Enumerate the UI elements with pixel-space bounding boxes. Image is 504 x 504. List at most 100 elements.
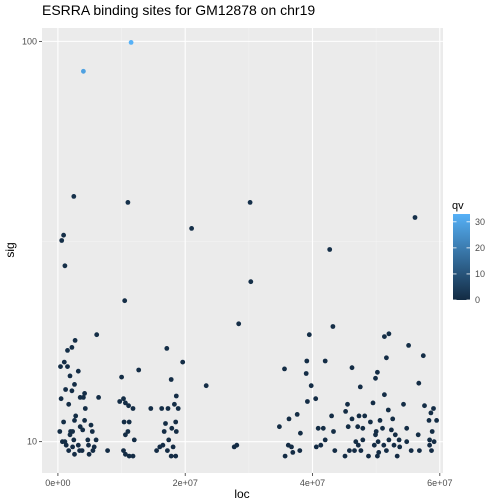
legend-title: qv xyxy=(452,200,464,212)
data-point xyxy=(96,395,101,400)
x-axis: 0e+00 2e+07 4e+07 6e+07 xyxy=(45,473,452,488)
data-point xyxy=(382,392,387,398)
data-point xyxy=(392,432,398,438)
data-point xyxy=(173,393,179,399)
data-point xyxy=(130,406,136,411)
data-point xyxy=(90,448,96,453)
data-point xyxy=(58,396,64,402)
data-point xyxy=(163,421,168,426)
data-point xyxy=(322,358,328,364)
data-point xyxy=(86,442,91,448)
data-point xyxy=(160,442,166,448)
data-point xyxy=(175,406,181,411)
data-point xyxy=(59,238,65,243)
data-point xyxy=(82,406,88,411)
data-point xyxy=(357,384,363,390)
data-point xyxy=(384,355,389,361)
data-point xyxy=(123,400,128,406)
data-point xyxy=(373,375,378,381)
data-point xyxy=(305,399,310,404)
data-point xyxy=(404,439,410,445)
data-point xyxy=(71,437,77,443)
x-axis-title: loc xyxy=(234,487,249,501)
data-point xyxy=(306,332,312,338)
data-point xyxy=(375,453,380,459)
data-point xyxy=(366,453,371,459)
data-point xyxy=(67,432,73,438)
data-point xyxy=(86,451,92,457)
data-point xyxy=(355,442,361,448)
data-point xyxy=(80,427,86,433)
data-point xyxy=(203,383,209,389)
data-point xyxy=(234,442,240,448)
data-point xyxy=(89,429,95,434)
data-point xyxy=(370,400,376,406)
data-point xyxy=(66,401,72,407)
data-point xyxy=(277,424,282,430)
data-point xyxy=(117,399,123,404)
data-point xyxy=(72,418,77,423)
data-point xyxy=(126,403,131,409)
data-point xyxy=(355,424,361,430)
data-point xyxy=(123,432,128,438)
data-point xyxy=(289,444,294,450)
data-point xyxy=(72,338,78,343)
data-point xyxy=(384,448,389,453)
data-point xyxy=(318,442,324,448)
data-point xyxy=(148,406,154,411)
data-point xyxy=(105,448,110,453)
data-point xyxy=(122,298,128,304)
legend-tick-label: 10 xyxy=(475,269,485,279)
data-point xyxy=(189,226,195,231)
data-point xyxy=(121,419,127,425)
data-point xyxy=(352,448,357,453)
data-point xyxy=(65,364,70,369)
data-point xyxy=(349,365,355,371)
data-point xyxy=(320,425,326,431)
data-point xyxy=(382,334,387,339)
data-point xyxy=(322,437,328,443)
data-point xyxy=(408,448,414,453)
y-tick-label: 100 xyxy=(22,36,37,46)
x-tick-label: 6e+07 xyxy=(427,478,452,488)
data-point xyxy=(345,424,351,430)
data-point xyxy=(373,432,378,438)
data-point xyxy=(75,368,81,374)
plot-panel xyxy=(42,28,443,473)
data-point xyxy=(343,409,348,414)
data-point xyxy=(397,444,403,450)
data-point xyxy=(294,412,300,417)
data-point xyxy=(412,215,418,220)
data-point xyxy=(298,430,303,436)
data-point xyxy=(125,200,131,205)
data-point xyxy=(65,348,70,353)
data-point xyxy=(66,448,72,453)
legend-tick-label: 20 xyxy=(475,243,485,253)
data-point xyxy=(342,453,348,459)
data-point xyxy=(154,448,160,453)
data-point xyxy=(429,448,434,453)
data-point xyxy=(358,448,364,453)
data-point xyxy=(290,450,296,455)
data-point xyxy=(313,444,319,450)
data-point xyxy=(172,401,177,407)
data-point xyxy=(70,444,75,450)
data-point xyxy=(126,453,132,459)
data-point xyxy=(396,437,402,443)
data-point xyxy=(375,369,380,375)
data-point xyxy=(427,437,432,443)
x-tick-label: 0e+00 xyxy=(45,478,70,488)
data-point xyxy=(434,418,439,423)
data-point xyxy=(72,451,77,457)
data-point xyxy=(136,367,142,373)
data-point xyxy=(297,448,303,453)
data-point xyxy=(164,346,170,351)
data-point xyxy=(119,374,124,380)
data-point xyxy=(82,418,87,423)
data-point xyxy=(347,448,352,453)
data-point xyxy=(386,437,392,443)
data-point xyxy=(406,343,411,348)
data-point xyxy=(376,450,382,455)
data-point xyxy=(356,413,362,419)
